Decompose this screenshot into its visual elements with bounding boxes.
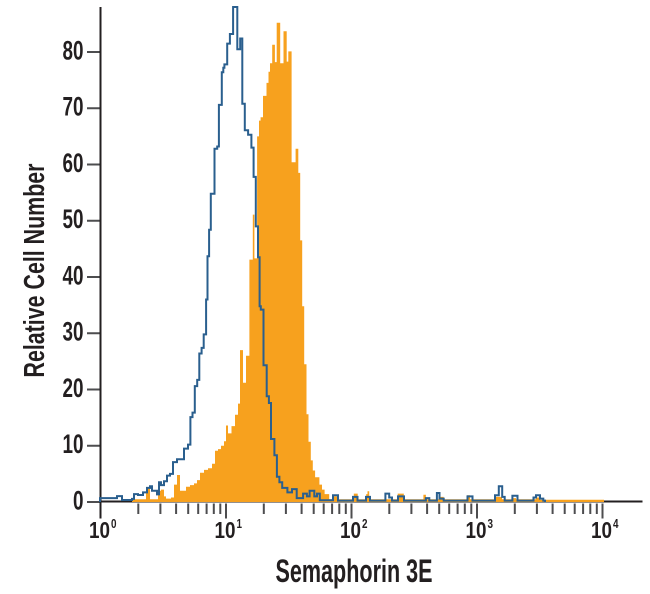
svg-text:10: 10 — [591, 517, 612, 543]
svg-text:70: 70 — [63, 92, 84, 122]
svg-text:60: 60 — [63, 148, 84, 178]
svg-text:3: 3 — [488, 517, 494, 531]
svg-text:Semaphorin 3E: Semaphorin 3E — [276, 553, 433, 589]
svg-text:10: 10 — [89, 517, 110, 543]
svg-text:80: 80 — [63, 35, 84, 65]
svg-text:40: 40 — [63, 260, 84, 290]
svg-text:20: 20 — [63, 373, 84, 403]
svg-text:10: 10 — [466, 517, 487, 543]
svg-text:0: 0 — [111, 517, 117, 531]
svg-text:1: 1 — [237, 517, 243, 531]
svg-text:10: 10 — [215, 517, 236, 543]
svg-text:10: 10 — [63, 429, 84, 459]
svg-text:10: 10 — [340, 517, 361, 543]
svg-text:4: 4 — [613, 517, 619, 531]
svg-text:0: 0 — [73, 485, 84, 515]
svg-text:2: 2 — [362, 517, 368, 531]
svg-text:Relative Cell Number: Relative Cell Number — [19, 164, 51, 378]
svg-text:30: 30 — [63, 317, 84, 347]
svg-text:50: 50 — [63, 204, 84, 234]
